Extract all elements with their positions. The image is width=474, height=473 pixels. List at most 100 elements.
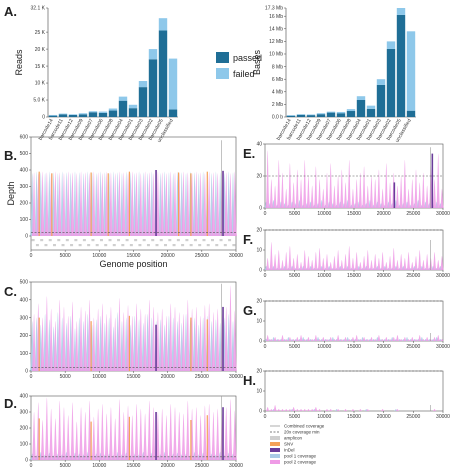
bar-passed <box>158 30 168 117</box>
pool2-coverage-area <box>194 407 199 460</box>
pool2-coverage-area <box>354 179 359 208</box>
amplicon-bar <box>57 239 61 242</box>
amplicon-bar <box>70 244 74 247</box>
pool2-coverage-area <box>284 188 289 208</box>
pool2-coverage-area <box>53 321 58 371</box>
pool2-coverage-area <box>432 179 437 208</box>
pool2-coverage-area <box>358 339 363 341</box>
pool2-coverage-area <box>164 315 169 371</box>
pool2-coverage-area <box>362 337 367 341</box>
amplicon-bar <box>189 244 193 247</box>
bar-passed <box>68 114 78 117</box>
bar-failed <box>316 113 326 115</box>
pool2-coverage-area <box>421 339 426 341</box>
pool2-coverage-area <box>108 407 114 460</box>
pool2-coverage-area <box>310 260 315 270</box>
amplicon-bar <box>198 244 202 247</box>
y-tick-label: 10 <box>256 248 262 254</box>
panel-label-f: F. <box>243 232 253 247</box>
bar-passed <box>118 100 128 117</box>
pool2-coverage-area <box>350 258 356 270</box>
pool2-coverage-area <box>410 179 415 208</box>
y-tick-label: 16 Mb <box>269 14 283 20</box>
pool2-coverage-area <box>147 299 152 371</box>
y-tick-label: 0.0 b <box>272 115 283 121</box>
pool2-coverage-area <box>324 339 330 341</box>
pool2-coverage-area <box>57 299 63 371</box>
pool2-coverage-area <box>421 172 426 208</box>
x-tick-label: 5000 <box>289 414 300 420</box>
x-tick-label: 30000 <box>229 253 243 259</box>
pool2-coverage-area <box>48 408 54 460</box>
bar-passed <box>48 115 58 117</box>
amplicon-bar <box>74 239 78 242</box>
x-tick-label: 5000 <box>60 253 71 259</box>
y-tick-label: 400 <box>20 298 29 304</box>
pool2-coverage-area <box>44 397 50 460</box>
bar-passed <box>356 99 366 117</box>
y-tick-label: 0 <box>259 206 262 212</box>
pool2-coverage-area <box>376 258 381 270</box>
pool2-coverage-area <box>57 172 63 236</box>
bar-failed <box>118 96 128 101</box>
pool2-coverage-area <box>194 171 199 236</box>
y-tick-label: 600 <box>20 135 29 141</box>
pool2-coverage-area <box>369 176 374 208</box>
pool2-coverage-area <box>302 409 307 411</box>
x-tick-label: 30000 <box>229 463 243 469</box>
pool2-coverage-area <box>369 337 374 341</box>
amplicon-bar <box>215 244 219 247</box>
pool2-coverage-area <box>228 399 233 460</box>
pool2-coverage-area <box>406 339 411 341</box>
pool2-coverage-area <box>104 413 110 460</box>
bar-passed <box>148 59 158 117</box>
plot-frame <box>264 370 444 412</box>
x-tick-label: 0 <box>264 414 267 420</box>
x-tick-label: 25000 <box>195 374 209 380</box>
pool2-coverage-area <box>269 339 274 341</box>
pool2-coverage-area <box>198 415 203 460</box>
pool2-coverage-area <box>280 409 285 411</box>
pool2-coverage-area <box>287 246 292 270</box>
pool2-coverage-area <box>350 409 356 411</box>
pool2-coverage-area <box>194 306 199 371</box>
y-tick-label: 100 <box>20 442 29 448</box>
pool2-coverage-area <box>134 172 139 236</box>
pool2-coverage-area <box>306 256 311 270</box>
y-axis-label: Reads <box>14 49 24 76</box>
pool2-coverage-area <box>402 337 407 341</box>
pool2-coverage-area <box>425 337 430 341</box>
pool2-coverage-area <box>284 409 289 411</box>
legend-swatch-snv <box>270 442 280 446</box>
pool2-coverage-area <box>388 182 393 208</box>
legend-label-min20: 20x coverage min <box>284 430 320 435</box>
bar-chart-reads: 05.0 K10 K15 K20 K25 K32.1 Kbarcode14bar… <box>14 6 178 144</box>
pool2-coverage-area <box>202 173 208 236</box>
pool2-coverage-area <box>358 409 363 411</box>
y-tick-label: 200 <box>20 333 29 339</box>
y-tick-label: 20 <box>256 228 262 234</box>
y-tick-label: 0 <box>259 268 262 274</box>
panel-label-b: B. <box>4 148 17 163</box>
pool2-coverage-area <box>336 176 341 208</box>
pool2-coverage-area <box>421 260 426 270</box>
pool2-coverage-area <box>358 172 363 208</box>
pool2-coverage-area <box>347 339 352 341</box>
pool2-coverage-area <box>284 252 289 270</box>
pool2-coverage-area <box>343 337 348 341</box>
bar-passed <box>406 110 416 117</box>
pool2-coverage-area <box>299 262 304 270</box>
amplicon-bar <box>185 239 189 242</box>
x-tick-label: 5000 <box>289 211 300 217</box>
x-tick-label: 0 <box>30 463 33 469</box>
amplicon-bar <box>181 244 185 247</box>
x-tick-label: 25000 <box>406 211 420 217</box>
bar-failed <box>148 49 158 60</box>
pool2-coverage-area <box>269 179 274 208</box>
pool2-coverage-area <box>228 173 233 236</box>
bar-failed <box>108 108 118 111</box>
bar-failed <box>396 8 406 15</box>
pool2-coverage-area <box>395 335 400 341</box>
pool2-coverage-area <box>350 188 356 208</box>
pool2-coverage-area <box>117 171 122 236</box>
